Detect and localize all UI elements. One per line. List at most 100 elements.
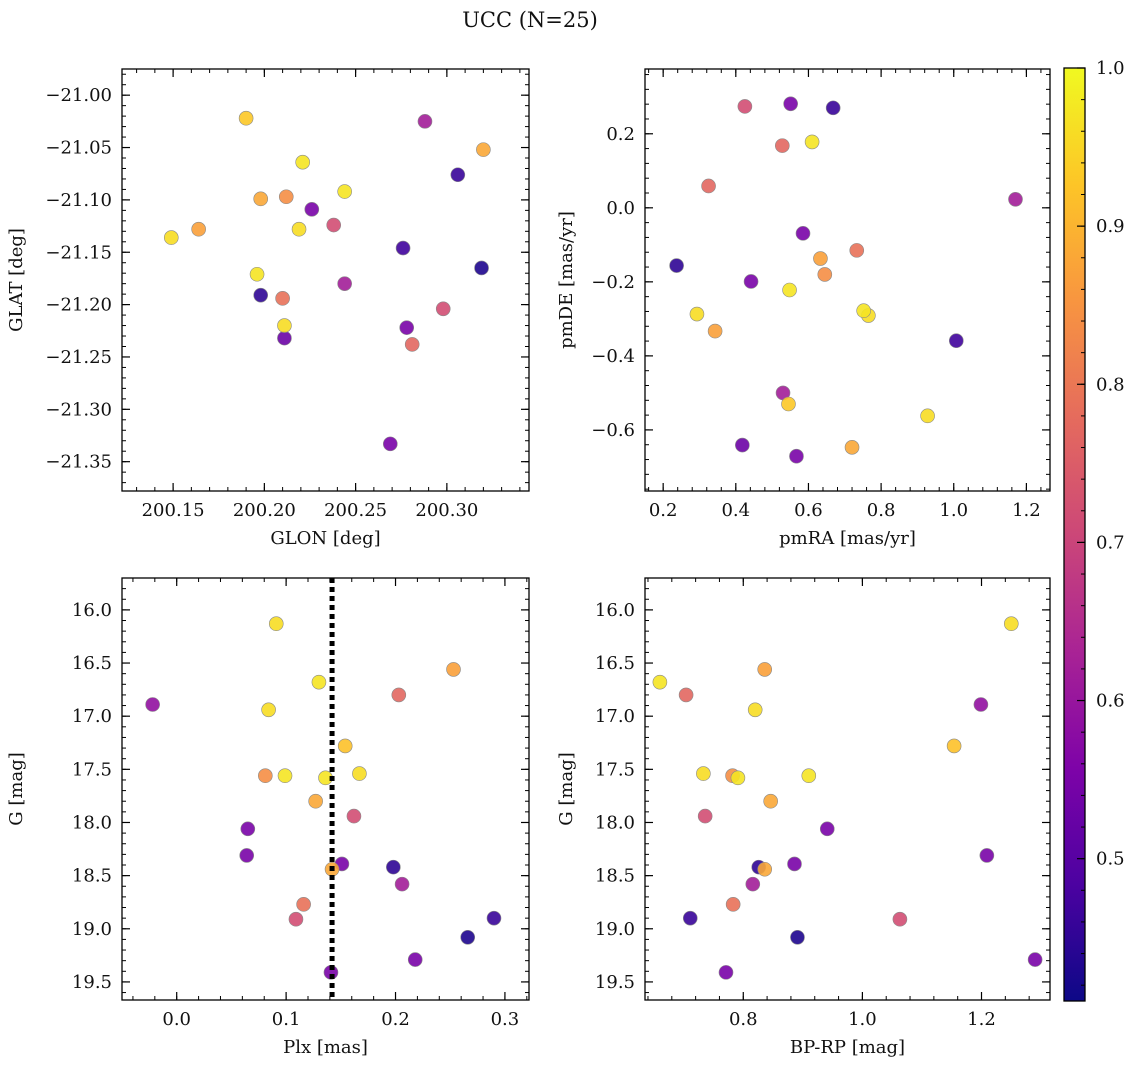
data-point [844,440,860,455]
data-layer [145,616,502,980]
x-tick-label: 1.2 [1012,500,1041,521]
y-axis-label: pmDE [mas/yr] [556,211,577,349]
data-point [404,337,420,352]
data-point [391,687,407,703]
y-tick-label: −21.00 [45,85,112,106]
colorbar-tick-label: 0.8 [1096,374,1125,395]
scatter-panel-3: 0.0 0.1 0.2 0.3 16.0 16.5 17.0 17.5 18.0 18.5 19.0… [6,577,530,1058]
data-point [817,267,833,282]
y-tick-label: −21.05 [45,138,112,159]
data-point [849,243,865,258]
data-point [946,738,962,754]
data-point [747,702,763,718]
data-point [337,738,353,754]
x-tick-label: 0.4 [721,500,750,521]
data-point [352,766,367,781]
y-tick-label: 19.0 [595,919,635,940]
x-tick-label: 200.20 [233,500,296,521]
data-point [249,266,265,282]
data-point [395,240,411,256]
data-point [782,282,797,298]
colorbar-frame [1063,67,1086,1002]
data-point [948,333,964,349]
figure-title: UCC (N=25) [462,8,598,32]
data-point [979,848,995,863]
data-point [239,848,255,863]
y-tick-label: −0.2 [591,272,635,293]
x-tick-label: 1.0 [939,500,968,521]
data-point [253,191,269,207]
data-layer [652,616,1043,980]
colorbar-tick-label: 0.6 [1096,691,1125,712]
data-point [804,134,820,150]
data-point [735,437,750,453]
x-axis-label: BP-RP [mag] [790,1037,905,1058]
data-point [757,662,773,677]
data-point [476,142,491,157]
data-point [277,318,292,333]
y-tick-label: −21.30 [45,399,112,420]
y-tick-label: 18.5 [595,866,635,887]
data-point [407,952,423,967]
data-point [337,184,352,199]
colorbar-gradient [1064,68,1085,1001]
data-point [261,702,276,718]
data-point [725,897,741,912]
y-tick-label: 0.0 [606,198,635,219]
y-tick-label: 19.5 [595,972,635,993]
data-point [973,697,989,712]
data-point [745,876,761,892]
data-point [743,274,759,289]
data-point [678,687,694,703]
data-point [163,230,179,245]
data-point [819,821,835,837]
data-point [346,808,362,824]
data-point [277,330,292,346]
x-tick-label: 0.2 [649,500,678,521]
data-point [689,306,705,322]
data-point [258,768,273,784]
data-point [775,138,790,153]
y-tick-label: 19.5 [72,972,112,993]
data-point [783,96,798,112]
y-tick-label: −21.10 [45,190,112,211]
data-point [730,770,746,786]
data-point [191,221,206,237]
y-tick-label: 16.5 [595,653,635,674]
y-tick-label: 0.2 [606,124,635,145]
y-tick-label: 16.5 [72,653,112,674]
colorbar-tick-label: 0.7 [1096,532,1125,553]
data-point [277,768,293,784]
colorbar-tick-label: 1.0 [1096,58,1125,79]
data-point [288,911,304,927]
data-point [1003,616,1019,632]
data-point [696,766,711,781]
x-tick-label: 200.30 [415,500,478,521]
data-point [763,793,778,809]
data-point [253,287,269,303]
y-tick-label: 18.0 [595,812,635,833]
x-tick-label: 200.15 [142,500,205,521]
scatter-panel-4: 0.8 1.0 1.2 16.0 16.5 17.0 17.5 18.0 18.5 19.0 19.… [556,577,1051,1058]
x-tick-label: 0.6 [794,500,823,521]
data-point [460,929,476,945]
x-tick-label: 1.0 [848,1009,877,1030]
x-tick-label: 0.3 [491,1009,520,1030]
data-point [291,221,307,237]
data-point [311,674,327,690]
y-tick-label: −0.4 [591,346,635,367]
y-tick-label: 16.0 [595,600,635,621]
data-point [435,301,451,317]
data-point [813,251,828,266]
data-point [238,110,254,126]
data-point [789,448,804,464]
data-point [275,291,290,306]
data-point [145,697,160,712]
data-point [669,258,684,273]
y-tick-label: 17.0 [595,706,635,727]
y-tick-label: −21.35 [45,452,112,473]
y-tick-label: 19.0 [72,919,112,940]
axes-frame [121,577,530,1001]
y-tick-label: 16.0 [72,600,112,621]
colorbar: 0.5 0.6 0.7 0.8 0.9 1.0 [1063,58,1125,1002]
